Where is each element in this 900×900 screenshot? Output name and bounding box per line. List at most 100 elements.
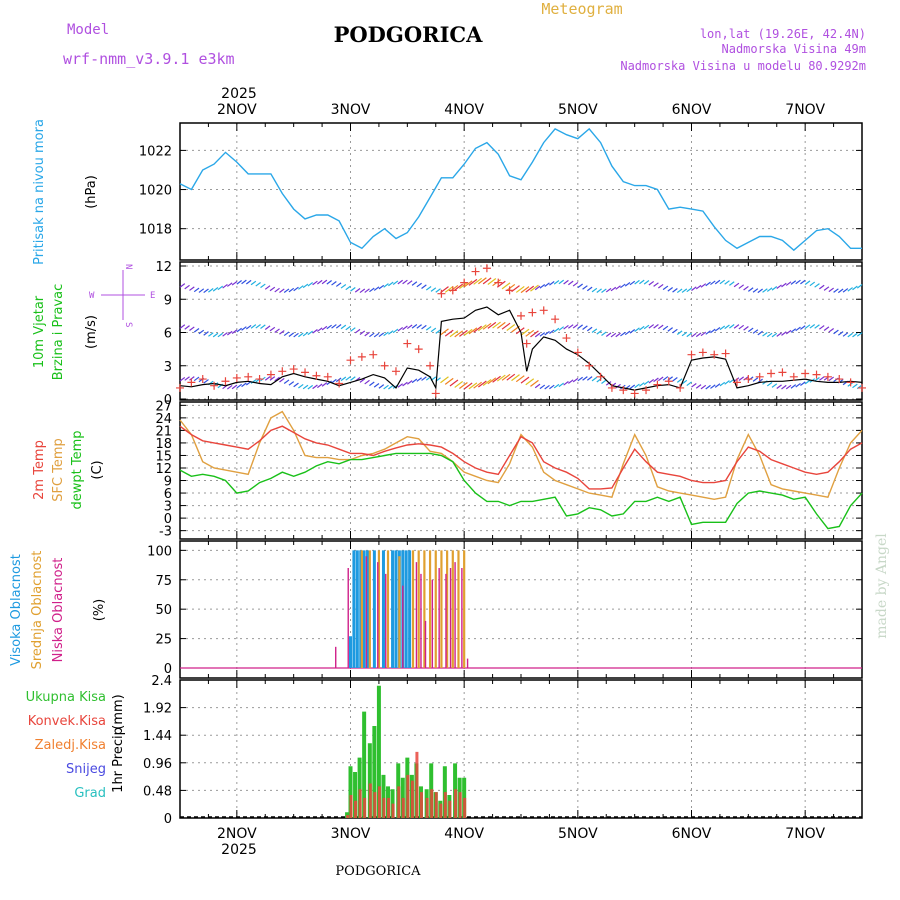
wind-barb xyxy=(781,331,787,336)
wind-barb xyxy=(643,380,650,386)
wind-barb xyxy=(440,328,449,336)
precip-conv-bar xyxy=(373,792,377,818)
wind-barb xyxy=(473,381,482,389)
cloud-bar xyxy=(359,550,363,668)
precip-conv-bar xyxy=(415,751,419,818)
wind-barb xyxy=(335,282,342,287)
wind-barb xyxy=(572,281,579,287)
precip-ytick-label: 1.44 xyxy=(143,729,172,744)
wind-gust-mark xyxy=(437,289,446,298)
wind-barb xyxy=(577,376,583,382)
wind-barb xyxy=(615,285,621,290)
compass-n: N xyxy=(123,264,133,269)
wind-barb xyxy=(705,384,711,390)
pressure-ytick-label: 1018 xyxy=(139,223,172,238)
wind-barb xyxy=(449,379,459,387)
wind-barb xyxy=(605,287,612,293)
wind-barb xyxy=(359,288,366,294)
cloud-bar xyxy=(377,562,379,668)
wind-barb xyxy=(392,280,399,286)
wind-barb xyxy=(629,329,636,334)
wind-barb xyxy=(298,383,304,389)
wind-barb xyxy=(681,379,688,385)
sfc-temp-line xyxy=(179,410,863,501)
top-x-tick-label: 7NOV xyxy=(785,102,825,118)
wind-barb xyxy=(525,329,535,337)
wind-barb xyxy=(501,322,511,330)
wind-barb xyxy=(520,328,530,336)
wind-barb xyxy=(312,384,318,390)
wind-barb xyxy=(236,280,242,285)
wind-barb xyxy=(672,288,678,293)
precip-conv-bar xyxy=(425,797,429,818)
cloud-bar xyxy=(385,573,387,668)
precip-conv-bar xyxy=(363,797,367,818)
legend-hail: Grad xyxy=(74,786,106,801)
wind-barb xyxy=(364,288,370,293)
wind-gust-mark xyxy=(448,286,457,295)
cloud-bar xyxy=(463,550,466,668)
wind-barb xyxy=(710,280,716,286)
wind-barb xyxy=(378,284,385,290)
wind-barb xyxy=(217,332,224,338)
wind-barb xyxy=(307,330,314,336)
wind-gust-mark xyxy=(687,350,696,359)
wind-barb xyxy=(255,281,261,287)
wind-barb xyxy=(425,326,432,331)
wind-barb xyxy=(747,287,754,292)
wind-barb xyxy=(316,279,323,285)
wind-barb xyxy=(307,281,314,287)
wind-barb xyxy=(359,378,366,383)
wind-barb xyxy=(828,376,835,382)
wind-gust-mark xyxy=(653,380,662,389)
wind-gust-mark xyxy=(642,386,651,395)
wind-barb xyxy=(184,325,190,330)
bottom-x-tick-label: 4NOV xyxy=(444,826,484,842)
wind-barb xyxy=(250,280,257,286)
wind-barb xyxy=(236,383,242,389)
cloud-bar xyxy=(423,550,426,668)
wind-barb xyxy=(373,383,380,388)
wind-barb xyxy=(430,327,437,333)
cloud-bar xyxy=(417,550,420,668)
wind-barb xyxy=(823,286,830,291)
wind-barb xyxy=(354,288,361,293)
compass-w: W xyxy=(89,291,95,301)
wind-barb xyxy=(496,321,506,329)
wind-ytick-label: 6 xyxy=(164,327,172,342)
wind-barb xyxy=(729,281,735,286)
precip-ytick-label: 1.92 xyxy=(143,702,172,717)
wind-speed-line xyxy=(179,306,863,391)
wind-barb xyxy=(757,288,763,294)
wind-gust-mark xyxy=(289,365,298,374)
precip-conv-bar xyxy=(454,789,458,818)
wind-barb xyxy=(577,324,583,329)
cloud-bar xyxy=(449,568,452,668)
cloud-bar xyxy=(428,550,432,668)
wind-barb xyxy=(591,287,598,293)
wind-barb xyxy=(193,328,200,333)
wind-barb xyxy=(269,286,276,292)
wind-barb xyxy=(179,283,186,288)
wind-barb xyxy=(250,324,257,329)
wind-barb xyxy=(563,324,569,330)
wind-barb xyxy=(416,377,422,382)
wind-barb xyxy=(293,286,299,292)
wind-gust-mark xyxy=(698,348,707,357)
wind-barb xyxy=(293,332,299,338)
wind-barb xyxy=(752,329,759,334)
wind-barb xyxy=(781,384,787,390)
wind-barb xyxy=(681,288,688,293)
cloud-bar xyxy=(457,550,460,668)
bottom-x-tick-labels: 2NOV 3NOV 4NOV 5NOV 6NOV 7NOV xyxy=(217,826,825,842)
wind-barb xyxy=(695,332,702,338)
wind-barb xyxy=(819,376,825,381)
wind-barb xyxy=(478,380,487,388)
wind-barb xyxy=(392,328,399,334)
wind-gust-mark xyxy=(357,352,366,361)
wind-barb xyxy=(274,376,280,382)
wind-barb xyxy=(302,283,309,289)
wind-gust-mark xyxy=(335,379,344,388)
bottom-year-label: 2025 xyxy=(221,842,257,858)
wind-barb xyxy=(771,383,778,388)
